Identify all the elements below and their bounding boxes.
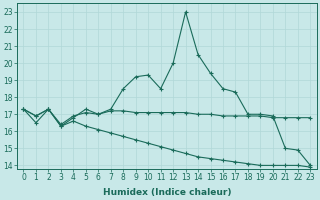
- X-axis label: Humidex (Indice chaleur): Humidex (Indice chaleur): [103, 188, 231, 197]
